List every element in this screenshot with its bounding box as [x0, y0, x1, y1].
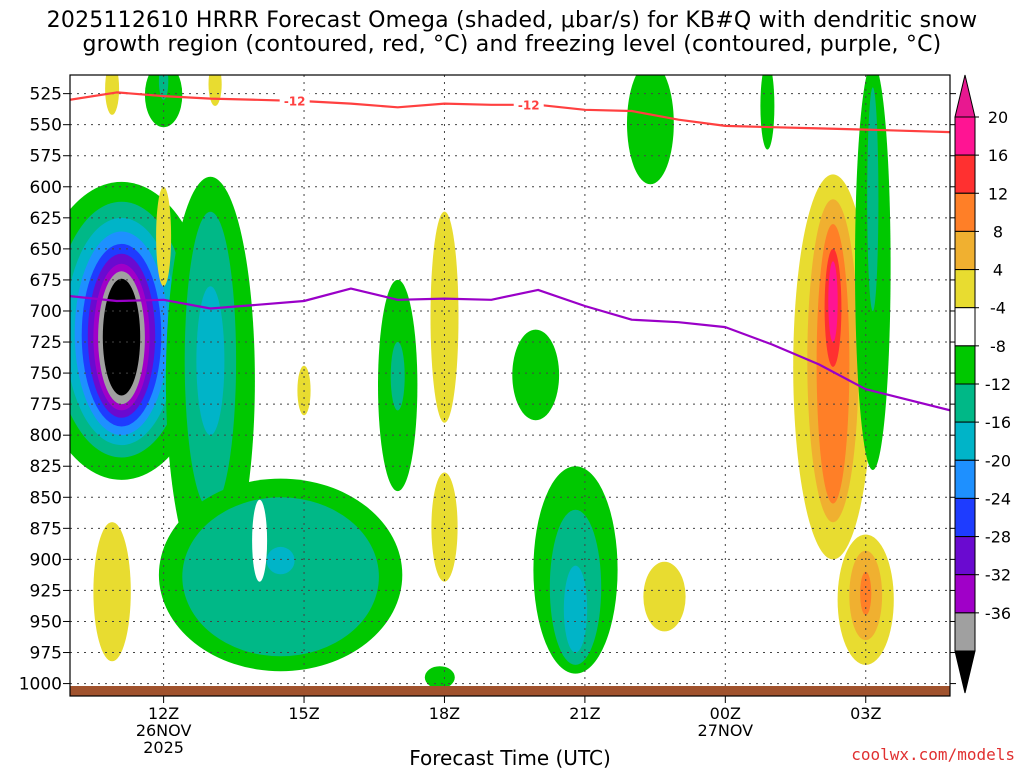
- omega-hole-1400-level-0: [252, 499, 268, 582]
- omega-rise-1800-level-0: [430, 211, 459, 423]
- colorbar-box-12: [954, 574, 976, 614]
- colorbar-label-8: -16: [985, 413, 1011, 432]
- axes: 525 550 575 600 625 650 675 700 725 750 775 800 825 8…: [19, 85, 956, 757]
- colorbar-box-5: [954, 307, 976, 347]
- colorbar-bottom-arrow: [954, 650, 976, 694]
- y-tick-label-525: 525: [30, 85, 62, 105]
- colorbar-label-13: -36: [985, 604, 1011, 623]
- isotherm-label-0: -12: [284, 94, 306, 108]
- omega-colorbar: 20 16 12 8 4 -4 -8 -12 -16 -20 -24 -28 -32 -36: [954, 74, 1011, 694]
- colorbar-box-7: [954, 383, 976, 423]
- x-tick-label-18-0: 18Z: [429, 704, 460, 723]
- colorbar-box-0: [954, 116, 976, 156]
- x-tick-label-12-2: 2025: [143, 738, 184, 757]
- x-tick-label-21-0: 21Z: [569, 704, 600, 723]
- colorbar-label-7: -12: [985, 375, 1011, 394]
- omega-sink-low-2100-level-2: [563, 565, 588, 653]
- colorbar-box-8: [954, 421, 976, 461]
- colorbar-label-11: -28: [985, 528, 1011, 547]
- colorbar-label-6: -8: [990, 337, 1006, 356]
- omega-sink-low-broad-level-1: [182, 497, 379, 657]
- x-tick-label-24-1: 27NOV: [698, 721, 754, 740]
- y-tick-label-850: 850: [30, 488, 62, 508]
- omega-sink-1300-column-level-2: [196, 286, 225, 436]
- dendritic-isotherm-line: [70, 91, 950, 134]
- y-tick-label-675: 675: [30, 271, 62, 291]
- y-tick-label-700: 700: [30, 302, 62, 322]
- omega-rise-1100-top-level-0: [105, 75, 120, 115]
- omega-sink-low-broad-level-2: [266, 546, 295, 575]
- colorbar-label-12: -32: [985, 566, 1011, 585]
- omega-sink-upper-2230-level-0: [627, 75, 674, 185]
- omega-sink-upper-1200-level-1: [158, 75, 169, 100]
- colorbar-box-10: [954, 497, 976, 537]
- isotherm-label-bg-1: [513, 96, 544, 113]
- plot-frame: [69, 74, 951, 697]
- freezing-level-line: [70, 287, 950, 412]
- colorbar-label-5: -4: [990, 299, 1006, 318]
- y-tick-label-975: 975: [30, 644, 62, 664]
- y-tick-label-625: 625: [30, 209, 62, 229]
- colorbar-box-3: [954, 230, 976, 270]
- y-tick-label-900: 900: [30, 550, 62, 570]
- y-tick-label-775: 775: [30, 395, 62, 415]
- isotherm-label-1: -12: [518, 98, 540, 112]
- x-tick-label-12-1: 26NOV: [136, 721, 192, 740]
- colorbar-top-arrow: [954, 74, 976, 118]
- omega-sink-column-2730-level-1: [867, 87, 879, 311]
- x-axis-label: Forecast Time (UTC): [409, 746, 611, 768]
- omega-sink-block-2000-level-0: [512, 329, 560, 421]
- isotherm-contours: -12 -12: [70, 91, 950, 412]
- omega-sink-strong-1100-level-8: [102, 278, 141, 396]
- omega-rise-2230-level-0: [643, 561, 686, 632]
- colorbar-label-3: 8: [993, 222, 1003, 241]
- y-tick-label-875: 875: [30, 519, 62, 539]
- colorbar-label-4: 4: [993, 261, 1003, 280]
- colorbar-label-0: 20: [988, 108, 1008, 127]
- source-credit[interactable]: coolwx.com/models: [851, 745, 1015, 764]
- x-tick-label-15-0: 15Z: [288, 704, 319, 723]
- isotherm-label-bg-0: [279, 92, 310, 109]
- y-tick-label-600: 600: [30, 178, 62, 198]
- omega-sink-1800-bottom-level-0: [424, 666, 455, 689]
- omega-rise-1100-low-level-0: [93, 522, 131, 662]
- colorbar-label-10: -24: [985, 489, 1011, 508]
- y-tick-label-750: 750: [30, 364, 62, 384]
- colorbar-box-2: [954, 192, 976, 232]
- x-tick-label-24-0: 00Z: [710, 704, 741, 723]
- colorbar-label-1: 16: [988, 146, 1008, 165]
- x-tick-label-12-0: 12Z: [148, 704, 179, 723]
- y-tick-label-825: 825: [30, 457, 62, 477]
- ground-terrain-strip: [70, 686, 950, 696]
- chart-title-line-2: growth region (contoured, red, °C) and f…: [82, 32, 942, 57]
- colorbar-box-4: [954, 269, 976, 309]
- omega-sink-1700-level-1: [390, 342, 405, 411]
- y-tick-label-650: 650: [30, 240, 62, 260]
- y-tick-label-550: 550: [30, 116, 62, 136]
- colorbar-box-6: [954, 345, 976, 385]
- colorbar-box-1: [954, 154, 976, 194]
- colorbar-label-9: -20: [985, 451, 1011, 470]
- colorbar-box-11: [954, 536, 976, 576]
- omega-rise-upper-2630-level-4: [828, 261, 838, 343]
- y-tick-label-925: 925: [30, 581, 62, 601]
- colorbar-label-2: 12: [988, 184, 1008, 203]
- x-tick-label-27-0: 03Z: [850, 704, 881, 723]
- chart-title-line-1: 2025112610 HRRR Forecast Omega (shaded, …: [46, 8, 978, 33]
- y-tick-label-950: 950: [30, 612, 62, 632]
- y-tick-label-800: 800: [30, 426, 62, 446]
- y-tick-label-1000: 1000: [19, 675, 62, 695]
- y-tick-label-725: 725: [30, 333, 62, 353]
- colorbar-box-9: [954, 459, 976, 499]
- omega-sink-upper-1200-level-0: [144, 75, 183, 128]
- omega-rise-1800-low-level-0: [431, 472, 458, 582]
- colorbar-box-13: [954, 612, 976, 652]
- y-tick-label-575: 575: [30, 147, 62, 167]
- omega-shading: [70, 75, 894, 689]
